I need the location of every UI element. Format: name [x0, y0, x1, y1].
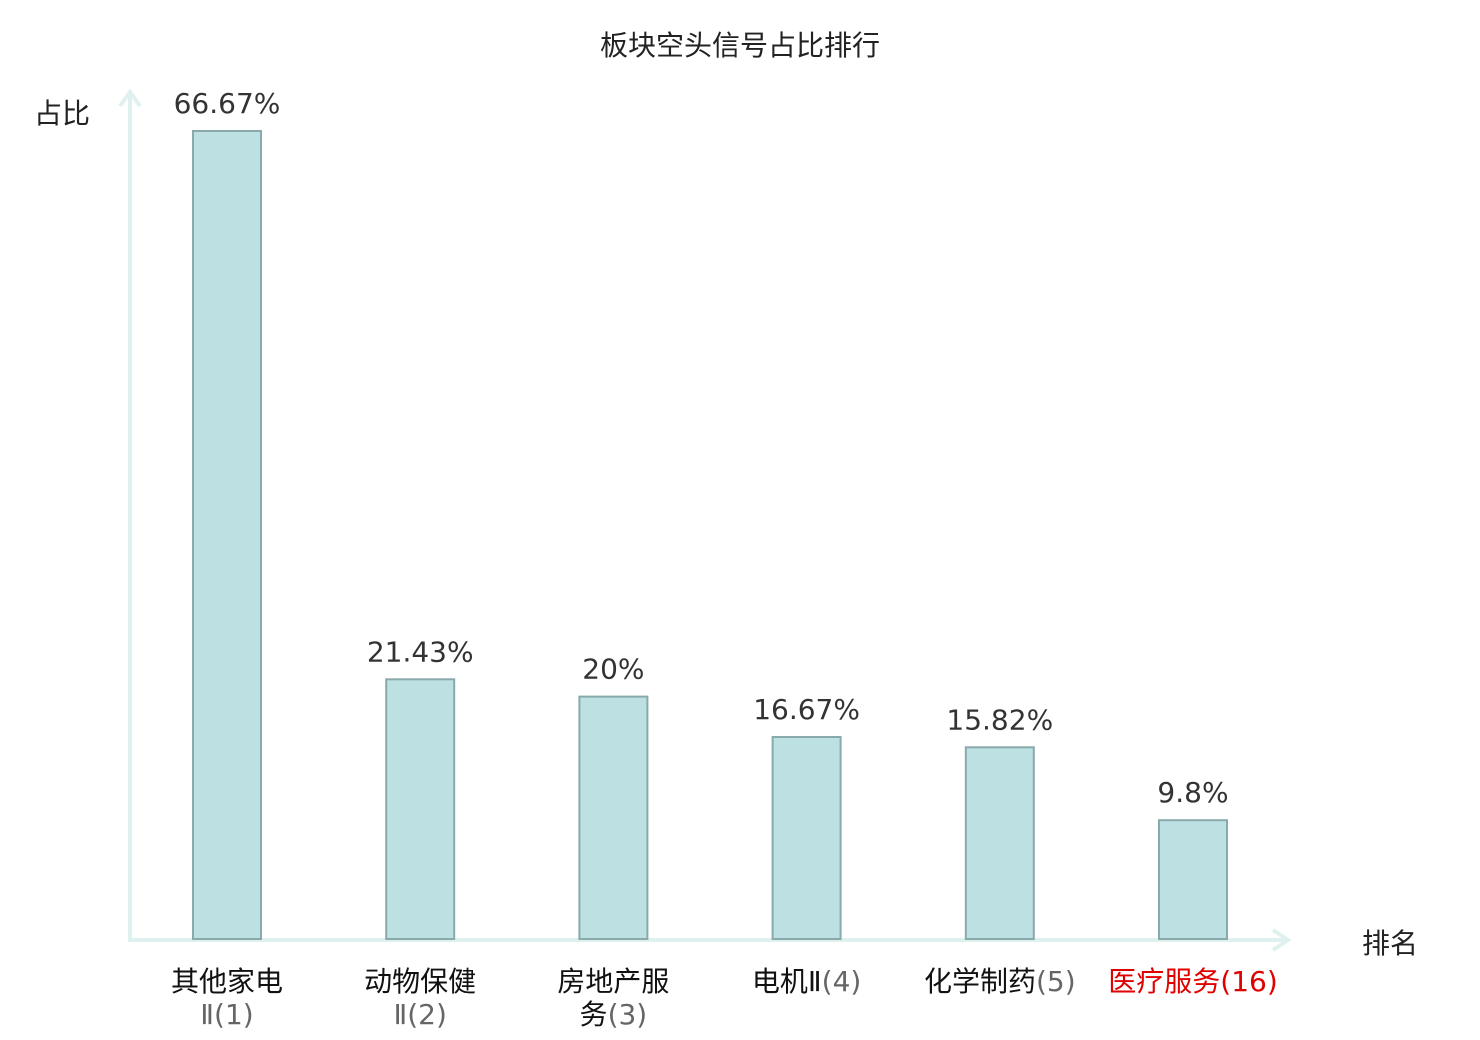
category-name-continued: Ⅱ [200, 998, 215, 1031]
bar-3 [578, 695, 649, 940]
bar-2 [385, 678, 456, 940]
category-label-2: 动物保健 Ⅱ(2) [330, 965, 510, 1031]
category-rank: (5) [1035, 965, 1076, 998]
value-label-4: 16.67% [753, 693, 860, 726]
category-rank: (3) [607, 998, 648, 1031]
chart-title: 板块空头信号占比排行 [599, 29, 880, 62]
category-name: 化学制药 [923, 965, 1036, 998]
y-axis-label: 占比 [34, 97, 91, 130]
value-label-5: 15.82% [946, 703, 1053, 736]
x-axis-arrow [1271, 928, 1292, 952]
category-name: 动物保健 [364, 965, 477, 998]
bars [192, 130, 1228, 941]
category-label-1: 其他家电 Ⅱ(1) [137, 965, 317, 1031]
category-rank: (4) [821, 965, 862, 998]
value-label-1: 66.67% [174, 87, 281, 120]
bar-1 [192, 130, 262, 940]
value-label-2: 21.43% [367, 635, 474, 668]
category-name-continued: Ⅱ [393, 998, 408, 1031]
category-label-3: 房地产服 务(3) [523, 965, 703, 1031]
bar-6 [1158, 819, 1228, 941]
category-rank: (2) [407, 998, 447, 1031]
x-axis-label: 排名 [1362, 927, 1419, 960]
value-label-3: 20% [582, 653, 644, 686]
category-rank: (16) [1220, 965, 1278, 998]
bar-4 [771, 736, 842, 940]
category-label-5: 化学制药(5) [910, 965, 1090, 998]
category-name-continued: 务 [579, 998, 608, 1031]
category-name: 其他家电 [170, 965, 283, 998]
value-label-6: 9.8% [1157, 776, 1228, 809]
value-labels: 66.67% 21.43% 20% 16.67% 15.82% 9.8% [174, 87, 1229, 809]
category-rank: (1) [214, 998, 254, 1031]
category-label-6: 医疗服务(16) [1103, 965, 1283, 998]
y-axis-arrow [118, 88, 142, 108]
bar-5 [964, 746, 1035, 940]
category-name: 医疗服务 [1108, 965, 1221, 998]
category-label-4: 电机Ⅱ(4) [717, 965, 897, 998]
category-name: 电机Ⅱ [751, 965, 822, 998]
axes [118, 88, 1292, 952]
category-name: 房地产服 [557, 965, 670, 998]
